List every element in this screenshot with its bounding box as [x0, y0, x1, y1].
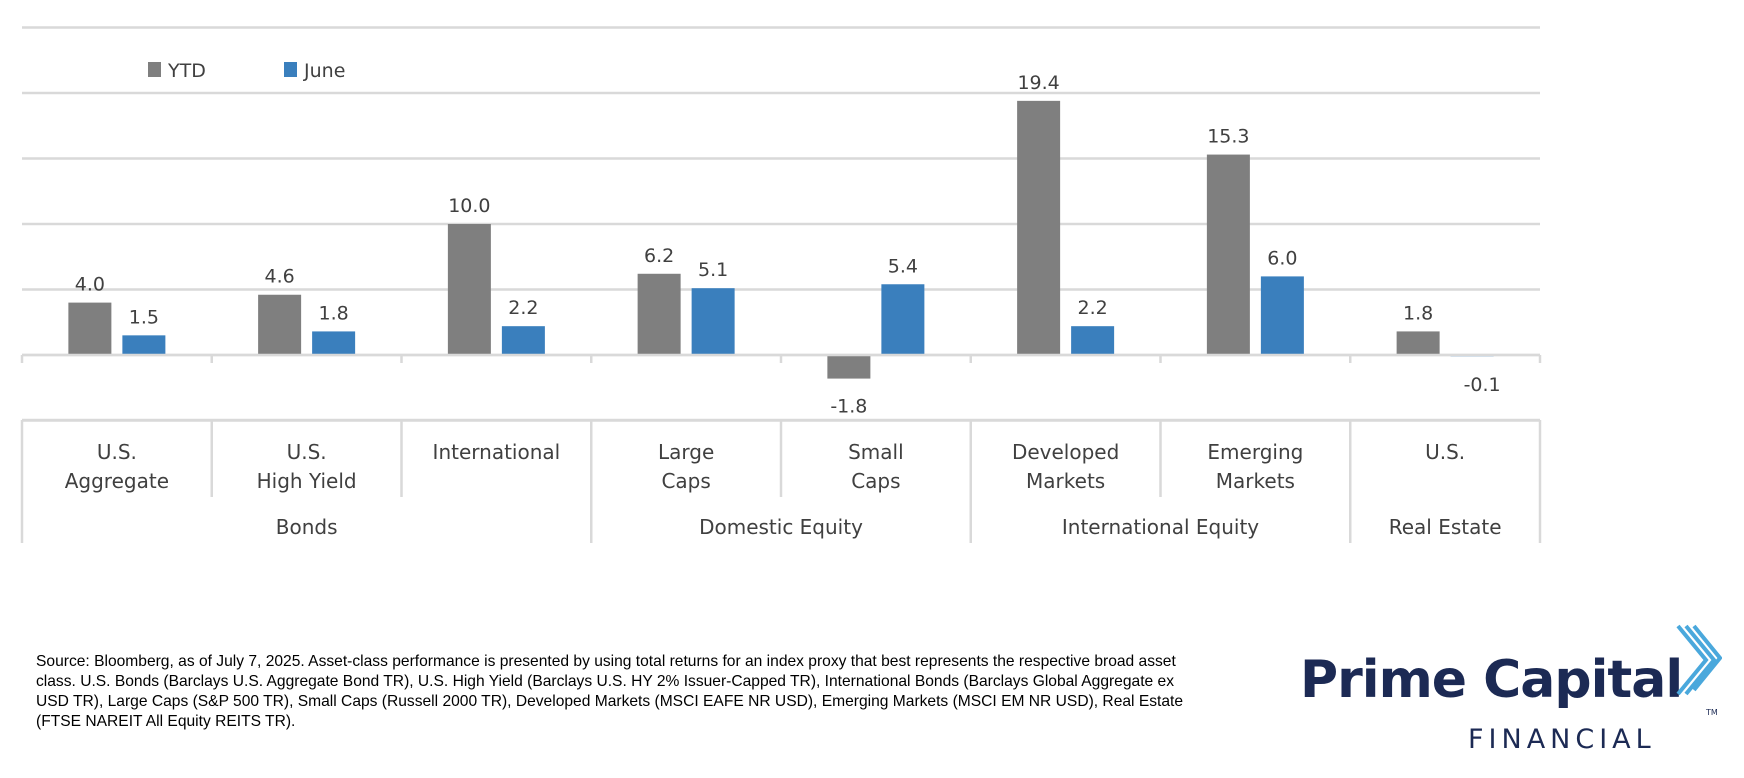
bar-june [122, 335, 166, 355]
data-label: -1.8 [830, 396, 867, 418]
data-label: 1.8 [319, 302, 349, 324]
group-label: International Equity [1062, 515, 1259, 539]
category-label: U.S. [97, 440, 137, 464]
bar-ytd [258, 294, 302, 355]
data-label: 6.2 [644, 245, 674, 267]
bar-ytd [68, 302, 112, 355]
logo-name: Prime Capital [1300, 650, 1683, 710]
bar-june [1071, 326, 1115, 355]
data-label: 19.4 [1017, 72, 1059, 94]
category-label: Developed [1012, 440, 1119, 464]
legend-label-ytd: YTD [167, 60, 206, 82]
data-label: 2.2 [1078, 297, 1108, 319]
category-label: U.S. [1425, 440, 1465, 464]
data-label: 15.3 [1207, 126, 1249, 148]
legend-swatch-june [284, 62, 297, 77]
category-label: High Yield [257, 469, 357, 493]
data-label: -0.1 [1464, 374, 1501, 396]
chevron-mark-icon: TM [1676, 624, 1722, 717]
category-label: International [433, 440, 561, 464]
chart-area: 4.0 4.6 10.0 6.2 -1.8 19.4 15.3 1.8 1.5 1.8 2.2 5.1… [20, 26, 1542, 543]
category-label: Caps [851, 469, 900, 493]
bar-ytd [1206, 154, 1250, 355]
data-label: 1.8 [1403, 302, 1433, 324]
bar-june [881, 284, 925, 355]
category-label: Caps [661, 469, 710, 493]
bar-ytd [1017, 100, 1061, 355]
data-label: 10.0 [448, 195, 490, 217]
data-label: 2.2 [508, 297, 538, 319]
svg-text:TM: TM [1705, 708, 1718, 717]
data-label: 4.6 [265, 266, 295, 288]
logo-subtitle: FINANCIAL [1468, 724, 1656, 755]
category-label: Aggregate [65, 469, 169, 493]
bar-ytd [827, 355, 871, 379]
bar-chart: 4.0 4.6 10.0 6.2 -1.8 19.4 15.3 1.8 1.5 1.8 2.2 5.1… [20, 26, 1542, 543]
data-label: 4.0 [75, 274, 105, 296]
bar-ytd [447, 224, 491, 355]
bar-ytd [637, 273, 681, 355]
category-label: Emerging [1207, 440, 1303, 464]
data-label: 5.1 [698, 259, 728, 281]
legend-swatch-ytd [148, 62, 161, 77]
data-label: 5.4 [888, 255, 918, 277]
bar-ytd [1396, 331, 1440, 355]
bar-june [691, 288, 735, 355]
group-label: Real Estate [1389, 515, 1502, 539]
prime-capital-logo: Prime Capital FINANCIAL TM [1290, 620, 1730, 760]
group-label: Domestic Equity [699, 515, 863, 539]
bar-june [501, 326, 545, 355]
category-label: U.S. [287, 440, 327, 464]
data-label: 6.0 [1267, 247, 1297, 269]
category-label: Large [658, 440, 714, 464]
bar-june [312, 331, 356, 355]
category-label: Markets [1216, 469, 1295, 493]
category-label: Markets [1026, 469, 1105, 493]
data-label: 1.5 [129, 306, 159, 328]
category-label: Small [848, 440, 904, 464]
legend-label-june: June [303, 60, 345, 82]
bar-june [1260, 276, 1304, 355]
source-note: Source: Bloomberg, as of July 7, 2025. A… [36, 653, 1184, 730]
group-label: Bonds [276, 515, 338, 539]
